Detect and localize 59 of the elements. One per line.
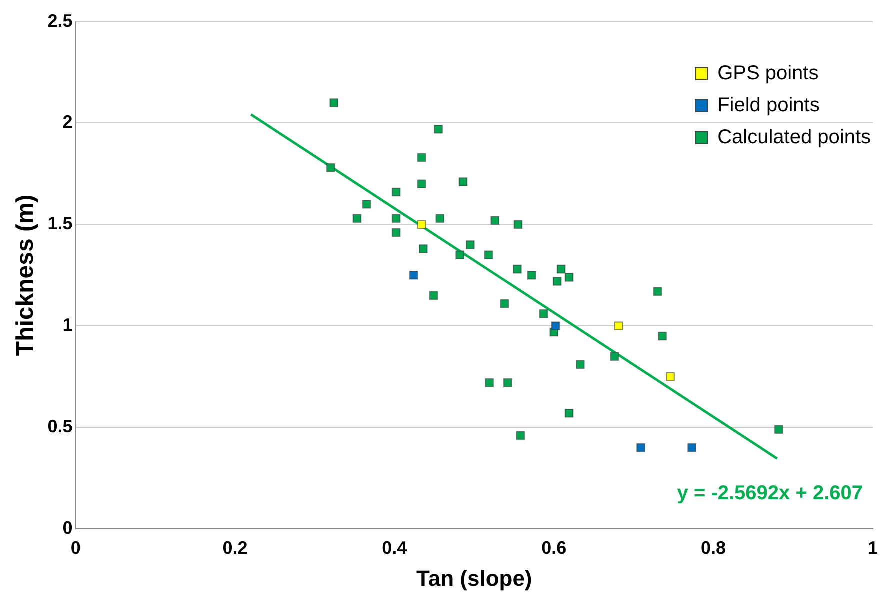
point bbox=[527, 271, 536, 280]
y-tick-label: 1.5 bbox=[48, 214, 73, 234]
legend-label: Calculated points bbox=[718, 126, 872, 148]
point bbox=[409, 271, 418, 280]
point bbox=[456, 250, 464, 260]
point bbox=[513, 264, 522, 274]
point bbox=[436, 214, 445, 223]
y-tick-label: 2.5 bbox=[48, 10, 73, 31]
point bbox=[434, 124, 443, 134]
annotation: y = -2.5692x + 2.607 bbox=[677, 482, 863, 505]
x-tick-label: 0.2 bbox=[222, 538, 248, 558]
y-tick-label: 2 bbox=[62, 112, 73, 132]
point bbox=[392, 214, 401, 223]
point bbox=[419, 244, 428, 254]
point bbox=[504, 378, 512, 388]
point bbox=[539, 310, 548, 318]
point bbox=[417, 180, 426, 188]
point bbox=[552, 277, 562, 286]
point bbox=[688, 443, 696, 452]
point bbox=[484, 250, 494, 260]
point bbox=[653, 287, 662, 296]
point bbox=[352, 214, 362, 223]
point bbox=[564, 273, 574, 282]
point bbox=[514, 220, 523, 230]
point bbox=[490, 216, 500, 226]
point bbox=[417, 220, 426, 230]
y-axis-title: Thickness (m) bbox=[12, 194, 40, 356]
legend-label: GPS points bbox=[718, 62, 819, 84]
point bbox=[666, 372, 675, 382]
point bbox=[551, 322, 560, 331]
point bbox=[362, 200, 372, 209]
point bbox=[330, 98, 338, 108]
point bbox=[466, 240, 475, 250]
point bbox=[516, 431, 526, 440]
point bbox=[417, 153, 426, 162]
legend-label: Field points bbox=[718, 94, 820, 116]
y-tick-label: 1 bbox=[62, 315, 73, 336]
point bbox=[429, 291, 438, 300]
point bbox=[636, 443, 646, 452]
point bbox=[610, 352, 620, 361]
point bbox=[392, 228, 401, 238]
x-tick-label: 0.6 bbox=[542, 538, 567, 558]
y-tick-label: 0 bbox=[62, 518, 73, 538]
point bbox=[500, 299, 510, 308]
y-tick-label: 0.5 bbox=[48, 416, 73, 437]
point bbox=[485, 378, 494, 388]
point bbox=[614, 322, 624, 331]
x-tick-label: 0.4 bbox=[382, 538, 408, 558]
x-tick-label: 0.8 bbox=[701, 538, 726, 558]
point bbox=[326, 163, 336, 172]
point bbox=[774, 425, 784, 434]
x-axis-title: Tan (slope) bbox=[416, 566, 532, 591]
point bbox=[556, 264, 566, 274]
point bbox=[576, 360, 585, 370]
point bbox=[392, 188, 401, 197]
point bbox=[458, 178, 468, 186]
x-tick-label: 1 bbox=[868, 538, 878, 558]
point bbox=[658, 332, 667, 341]
point bbox=[564, 408, 574, 418]
